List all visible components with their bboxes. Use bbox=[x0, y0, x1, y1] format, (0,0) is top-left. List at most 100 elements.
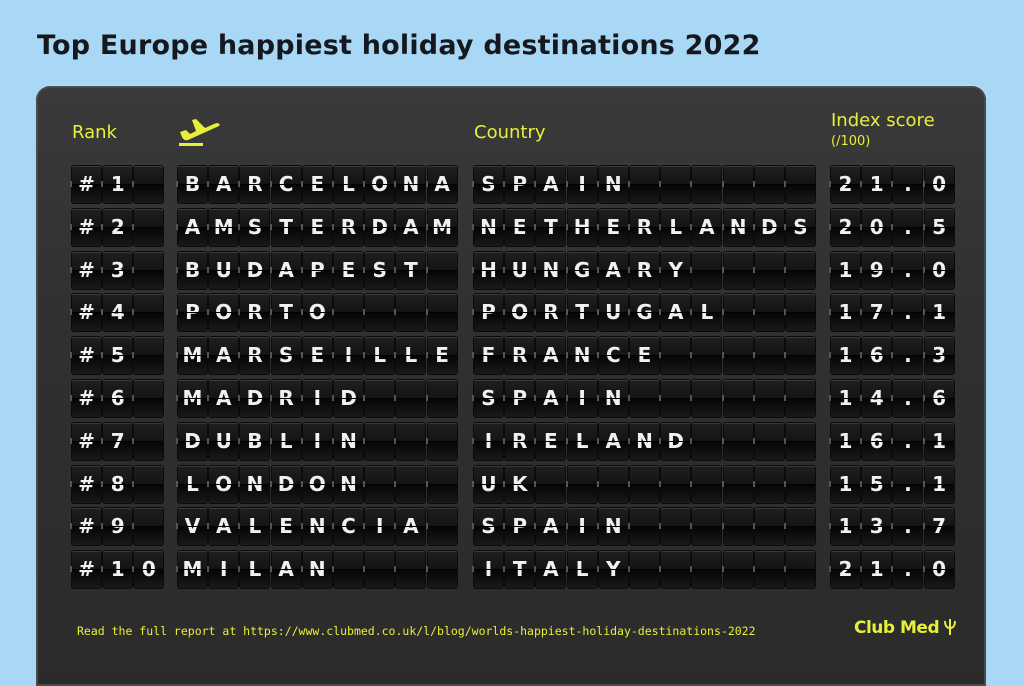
score-flap: 6 bbox=[922, 380, 954, 417]
country-flap bbox=[752, 465, 784, 503]
country-flap bbox=[690, 551, 722, 589]
country-flap bbox=[690, 508, 722, 546]
country-flap: R bbox=[503, 337, 535, 375]
city-flap: A bbox=[207, 166, 239, 203]
country-flap: E bbox=[628, 337, 659, 375]
rank-flap: 4 bbox=[101, 294, 133, 332]
board-row: #4 P O R T O P O R T U G A L 1 7. 1 bbox=[36, 294, 986, 332]
city-flap: O bbox=[207, 294, 239, 332]
city-flap: B bbox=[176, 166, 207, 203]
city-flap: D bbox=[238, 251, 270, 289]
country-flap bbox=[752, 251, 784, 289]
country-flap: N bbox=[565, 337, 597, 375]
city-flap bbox=[425, 465, 457, 503]
score-flap: 1 bbox=[829, 337, 860, 375]
country-flap bbox=[596, 465, 628, 503]
city-flap bbox=[363, 422, 395, 460]
score-flap: . bbox=[891, 251, 923, 289]
country-flap bbox=[784, 337, 815, 375]
country-flap bbox=[784, 422, 815, 460]
city-flap bbox=[332, 551, 363, 589]
score-flap: 2 bbox=[829, 208, 860, 246]
city-flap: L bbox=[238, 551, 270, 589]
country-flap: N bbox=[596, 380, 628, 417]
city-flap bbox=[394, 422, 426, 460]
city-flap bbox=[363, 380, 395, 417]
city-flap: P bbox=[300, 251, 332, 289]
city-flap: D bbox=[176, 422, 207, 460]
city-flap: D bbox=[269, 465, 301, 503]
country-flap bbox=[690, 465, 722, 503]
country-flap bbox=[628, 465, 659, 503]
score-flap: 1 bbox=[860, 166, 892, 203]
city-flap: V bbox=[176, 508, 207, 546]
rank-flap: 5 bbox=[101, 337, 133, 375]
score-flap: 5 bbox=[860, 465, 892, 503]
city-flap: O bbox=[363, 166, 395, 203]
city-flap: T bbox=[269, 208, 301, 246]
score-flap: 1 bbox=[829, 465, 860, 503]
country-flap bbox=[690, 251, 722, 289]
country-flap: S bbox=[472, 508, 503, 546]
rank-flap: # bbox=[70, 380, 101, 417]
score-flap: . bbox=[891, 380, 923, 417]
rank-flap: # bbox=[70, 294, 101, 332]
rank-flap bbox=[132, 422, 164, 460]
country-flap bbox=[721, 508, 753, 546]
city-flap bbox=[425, 551, 457, 589]
country-flap bbox=[659, 508, 691, 546]
country-flap bbox=[659, 465, 691, 503]
city-flap: L bbox=[269, 422, 301, 460]
country-flap: D bbox=[752, 208, 784, 246]
country-flap bbox=[784, 294, 815, 332]
city-flap bbox=[363, 294, 395, 332]
rank-flap bbox=[132, 294, 164, 332]
country-flap: N bbox=[721, 208, 753, 246]
country-flap bbox=[784, 166, 815, 203]
country-flap bbox=[690, 380, 722, 417]
city-flap: N bbox=[238, 465, 270, 503]
rank-flap: # bbox=[70, 465, 101, 503]
country-flap bbox=[752, 551, 784, 589]
country-flap bbox=[628, 380, 659, 417]
city-flap: E bbox=[269, 508, 301, 546]
score-flap: 1 bbox=[829, 251, 860, 289]
city-flap: R bbox=[238, 294, 270, 332]
country-flap bbox=[721, 551, 753, 589]
rank-flap: 1 bbox=[101, 551, 133, 589]
score-flap: . bbox=[891, 208, 923, 246]
rank-flap: 8 bbox=[101, 465, 133, 503]
country-flap: S bbox=[784, 208, 815, 246]
city-flap: A bbox=[207, 337, 239, 375]
rank-flap bbox=[132, 208, 164, 246]
city-flap bbox=[363, 465, 395, 503]
city-flap: O bbox=[300, 465, 332, 503]
city-flap: P bbox=[176, 294, 207, 332]
country-flap: G bbox=[565, 251, 597, 289]
trident-icon bbox=[944, 619, 956, 635]
score-flap: . bbox=[891, 465, 923, 503]
country-flap bbox=[659, 166, 691, 203]
city-flap: M bbox=[176, 551, 207, 589]
index-score-unit: (/100) bbox=[831, 134, 871, 149]
city-flap: N bbox=[394, 166, 426, 203]
country-flap: L bbox=[690, 294, 722, 332]
board-row: #3 B U D A P E S T H U N G A R Y 1 9. 0 bbox=[36, 251, 986, 289]
score-flap: 1 bbox=[829, 380, 860, 417]
rank-flap bbox=[132, 465, 164, 503]
rank-flap: 7 bbox=[101, 422, 133, 460]
city-flap: R bbox=[238, 337, 270, 375]
country-flap: O bbox=[503, 294, 535, 332]
board-row: #1 0 M I L A N I T A L Y 2 1. 0 bbox=[36, 551, 986, 589]
rank-flap: 3 bbox=[101, 251, 133, 289]
country-flap: A bbox=[659, 294, 691, 332]
city-flap: I bbox=[300, 380, 332, 417]
country-flap bbox=[628, 166, 659, 203]
city-flap bbox=[425, 294, 457, 332]
city-flap: E bbox=[300, 166, 332, 203]
rank-flap: # bbox=[70, 422, 101, 460]
city-flap: N bbox=[332, 465, 363, 503]
score-flap: 1 bbox=[829, 508, 860, 546]
country-flap: A bbox=[534, 337, 566, 375]
city-flap: S bbox=[363, 251, 395, 289]
